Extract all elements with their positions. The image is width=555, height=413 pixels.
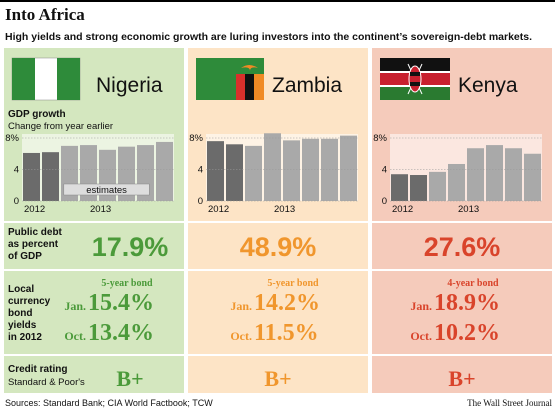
bond-term: 5-year bond — [101, 278, 153, 289]
y-tick-label: 8% — [189, 133, 203, 144]
bar — [321, 138, 338, 201]
public-debt: 17.9% — [92, 232, 169, 262]
credit: The Wall Street Journal — [467, 398, 552, 408]
oct-label: Oct. — [64, 329, 86, 343]
debt-label: of GDP — [8, 251, 42, 262]
debt-label: Public debt — [8, 227, 63, 238]
bar — [340, 135, 357, 201]
x-tick-label: 2012 — [24, 204, 45, 215]
bar — [23, 152, 40, 201]
bond-label: Local — [8, 284, 34, 295]
top-rule — [0, 0, 555, 2]
nigeria-flag — [11, 57, 81, 101]
y-tick-label: 0 — [198, 196, 203, 207]
bar — [283, 140, 300, 201]
oct-label: Oct. — [410, 329, 432, 343]
debt-label: as percent — [8, 239, 59, 250]
rating-sublabel: Standard & Poor's — [8, 377, 85, 388]
country-name: Nigeria — [96, 74, 163, 97]
bond-term: 5-year bond — [267, 278, 319, 289]
bond-label: bond — [8, 308, 32, 319]
jan-label: Jan. — [230, 299, 252, 313]
subtitle: High yields and strong economic growth a… — [5, 31, 532, 43]
bond-jan: 14.2% — [254, 290, 320, 316]
sources: Sources: Standard Bank; CIA World Factbo… — [5, 398, 213, 408]
bond-jan: 15.4% — [88, 290, 154, 316]
kenya-column — [372, 48, 552, 393]
gdp-label: GDP growth — [8, 109, 66, 120]
bond-label: currency — [8, 296, 51, 307]
bar — [467, 148, 484, 201]
rating: B+ — [116, 366, 143, 391]
y-tick-label: 4 — [14, 165, 19, 176]
gdp-sublabel: Change from year earlier — [8, 121, 113, 132]
x-tick-label: 2013 — [90, 204, 111, 215]
x-tick-label: 2013 — [458, 204, 479, 215]
bar — [302, 138, 319, 201]
country-name: Zambia — [272, 74, 342, 97]
estimates-label: estimates — [86, 185, 127, 196]
x-tick-label: 2013 — [274, 204, 295, 215]
y-tick-label: 4 — [198, 165, 203, 176]
bar — [264, 133, 281, 201]
bar — [42, 152, 59, 201]
rating: B+ — [448, 366, 475, 391]
bar — [410, 175, 427, 201]
y-tick-label: 8% — [5, 133, 19, 144]
bond-oct: 13.4% — [88, 320, 154, 346]
public-debt: 27.6% — [424, 232, 501, 262]
y-tick-label: 4 — [382, 165, 387, 176]
zambia-column — [188, 48, 368, 393]
rating-label: Credit rating — [8, 364, 67, 375]
y-tick-label: 0 — [14, 196, 19, 207]
bar — [226, 144, 243, 201]
bar — [505, 148, 522, 201]
public-debt: 48.9% — [240, 232, 317, 262]
bar — [207, 141, 224, 201]
bar — [448, 163, 465, 201]
y-tick-label: 8% — [373, 133, 387, 144]
estimates-box — [63, 183, 150, 196]
bond-label: yields — [8, 320, 37, 331]
bar — [391, 174, 408, 201]
kenya-flag — [380, 58, 450, 100]
bond-oct: 11.5% — [254, 320, 319, 346]
x-tick-label: 2012 — [208, 204, 229, 215]
jan-label: Jan. — [64, 299, 86, 313]
row-separators — [4, 221, 552, 356]
y-tick-label: 0 — [382, 196, 387, 207]
zambia-flag — [196, 58, 264, 100]
nigeria-column — [4, 48, 184, 393]
bar — [524, 153, 541, 201]
bond-label: in 2012 — [8, 332, 42, 343]
bar — [156, 141, 173, 201]
title: Into Africa — [5, 5, 85, 24]
bar — [486, 145, 503, 201]
country-name: Kenya — [458, 74, 518, 97]
bond-oct: 10.2% — [434, 320, 500, 346]
bar — [245, 145, 262, 201]
bar — [429, 171, 446, 201]
jan-label: Jan. — [410, 299, 432, 313]
rating: B+ — [264, 366, 291, 391]
bond-term: 4-year bond — [447, 278, 499, 289]
x-tick-label: 2012 — [392, 204, 413, 215]
bond-jan: 18.9% — [434, 290, 500, 316]
oct-label: Oct. — [230, 329, 252, 343]
